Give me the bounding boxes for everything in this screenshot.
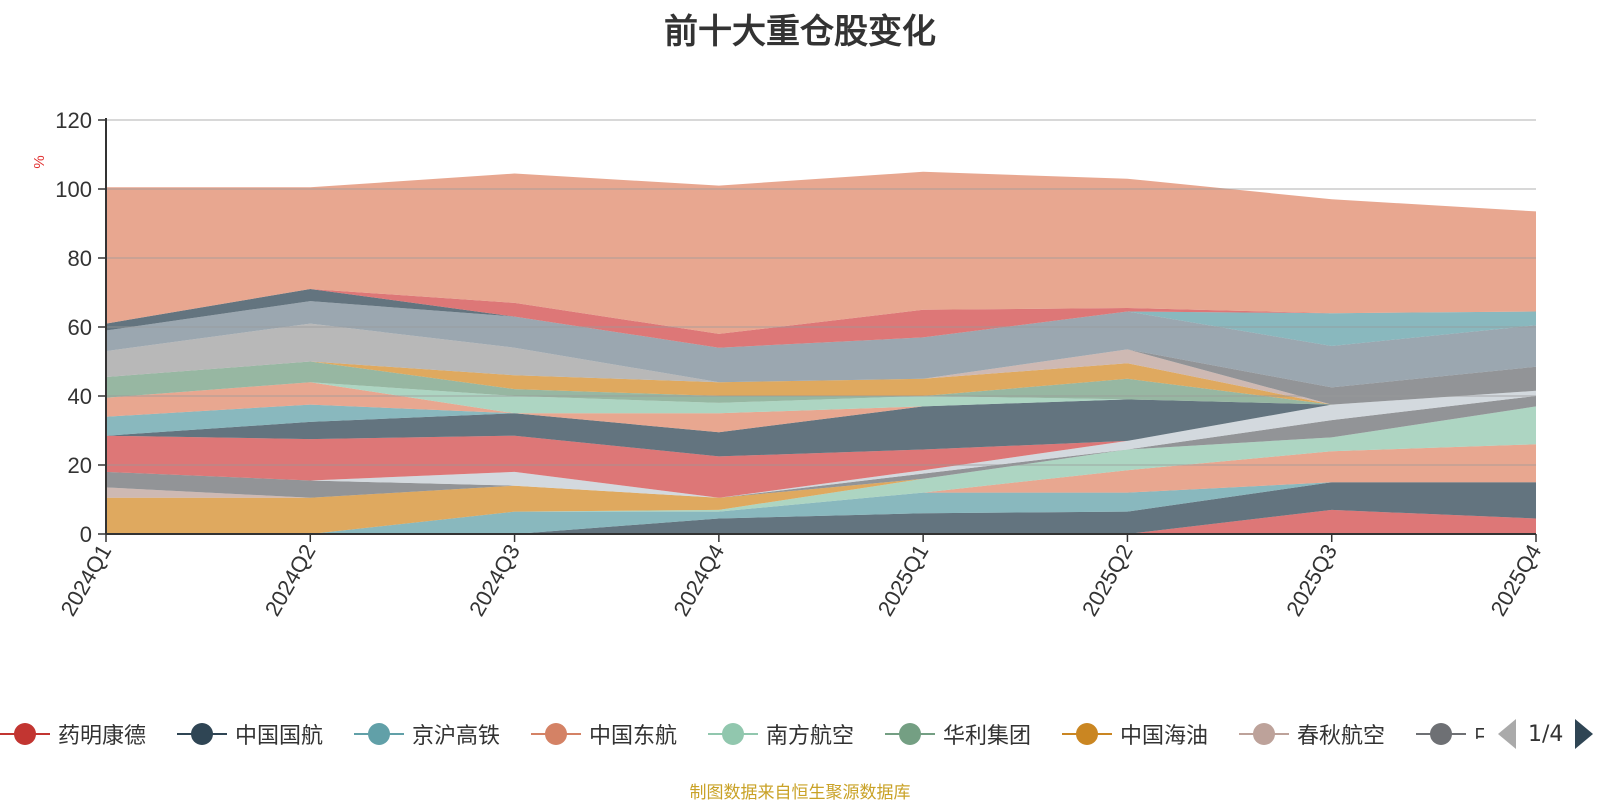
legend-label: 中国中免: [1474, 718, 1484, 750]
legend-marker-icon: [0, 716, 50, 752]
legend-marker-icon: [1239, 716, 1289, 752]
legend-marker-icon: [177, 716, 227, 752]
legend-label: 春秋航空: [1297, 724, 1386, 749]
legend-prev-page-icon[interactable]: [1498, 719, 1516, 749]
legend-item[interactable]: 中国国航: [177, 716, 323, 752]
legend-item[interactable]: 中国海油: [1062, 716, 1208, 752]
y-tick-label: 80: [68, 246, 92, 271]
area-series-23: [106, 289, 1536, 348]
stacked-area-chart: 0 20 40 60 80 100 120 2024Q1 2024Q2 2024Q3 2024Q4 2…: [31, 108, 1547, 620]
legend-label: 京沪高铁: [412, 724, 501, 749]
legend-marker-icon: [1416, 716, 1466, 752]
area-series-16: [106, 361, 1536, 405]
legend-pager: 1/4: [1498, 718, 1594, 750]
y-tick-label: 100: [55, 177, 92, 202]
x-tick-label: 2025Q3: [1281, 540, 1342, 620]
legend-label: 南方航空: [766, 724, 855, 749]
legend-item[interactable]: 南方航空: [708, 716, 854, 752]
legend-marker-icon: [531, 716, 581, 752]
x-tick-label: 2025Q2: [1077, 540, 1138, 620]
legend-item[interactable]: 京沪高铁: [354, 716, 500, 752]
x-tick-label: 2024Q3: [464, 540, 525, 620]
area-series-10: [106, 390, 1536, 498]
legend-item[interactable]: 春秋航空: [1239, 716, 1385, 752]
legend-page-indicator: 1/4: [1528, 721, 1564, 747]
area-series-12: [106, 390, 1536, 457]
legend-label: 华利集团: [943, 724, 1032, 749]
area-series-14: [106, 382, 1536, 433]
area-series-15: [106, 382, 1536, 414]
area-series-1: [106, 509, 1536, 534]
legend: 药明康德 中国国航 京沪高铁 中国东航 南方航空 华利集团 中国海油 春秋航空 中国中免: [0, 716, 1600, 752]
y-axis-label: %: [31, 155, 48, 168]
x-tick-label: 2024Q4: [668, 540, 729, 620]
area-series-20: [106, 323, 1536, 388]
x-tick-label: 2024Q2: [260, 540, 321, 620]
y-tick-label: 120: [55, 108, 92, 133]
area-series-17: [106, 361, 1536, 405]
chart-title: 前十大重仓股变化: [664, 12, 936, 52]
area-series-25: [106, 171, 1536, 334]
legend-item[interactable]: 华利集团: [885, 716, 1031, 752]
legend-item[interactable]: 中国东航: [531, 716, 677, 752]
legend-label: 中国东航: [589, 724, 678, 749]
legend-label: 药明康德: [58, 724, 147, 749]
legend-marker-icon: [885, 716, 935, 752]
area-series-21: [106, 301, 1536, 388]
y-tick-label: 0: [80, 522, 92, 547]
grid-lines: [106, 119, 1536, 466]
y-tick-label: 40: [68, 384, 92, 409]
legend-next-page-icon[interactable]: [1575, 719, 1594, 749]
area-series-3: [106, 482, 1536, 534]
x-tick-label: 2025Q4: [1486, 540, 1547, 620]
legend-label: 中国国航: [235, 724, 324, 749]
legend-label: 中国海油: [1120, 724, 1209, 749]
area-series-9: [106, 396, 1536, 498]
x-tick-label: 2025Q1: [873, 540, 934, 620]
area-series-24: [106, 289, 1536, 348]
legend-item[interactable]: 药明康德: [0, 716, 146, 752]
area-series-group: [106, 171, 1536, 534]
area-series-19: [106, 349, 1536, 405]
legend-marker-icon: [354, 716, 404, 752]
area-series-4: [106, 444, 1536, 534]
legend-item[interactable]: 中国中免: [1416, 716, 1484, 752]
legend-marker-icon: [1062, 716, 1112, 752]
legend-items: 药明康德 中国国航 京沪高铁 中国东航 南方航空 华利集团 中国海油 春秋航空 中国中免: [0, 716, 1484, 752]
area-series-7: [106, 406, 1536, 534]
area-series-2: [106, 482, 1536, 534]
data-source-note: 制图数据来自恒生聚源数据库: [689, 783, 911, 803]
x-tick-label: 2024Q1: [56, 540, 117, 620]
y-tick-label: 60: [68, 315, 92, 340]
y-tick-label: 20: [68, 453, 92, 478]
legend-marker-icon: [708, 716, 758, 752]
area-series-13: [106, 390, 1536, 436]
area-series-11: [106, 390, 1536, 498]
